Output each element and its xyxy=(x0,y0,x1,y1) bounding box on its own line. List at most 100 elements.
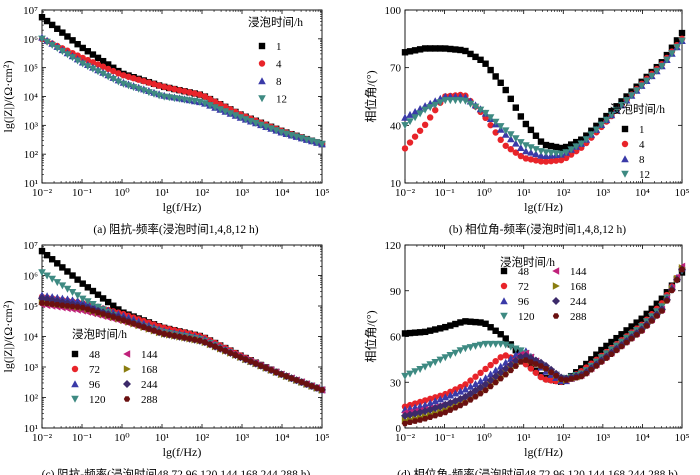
data-point xyxy=(588,367,595,373)
data-point xyxy=(522,120,530,128)
x-tick-label: 10³ xyxy=(235,432,250,444)
series-12 xyxy=(38,35,326,148)
data-point xyxy=(267,125,275,133)
legend-marker xyxy=(258,60,266,67)
legend-title: 浸泡时间/h xyxy=(610,102,665,116)
legend-label: 144 xyxy=(141,349,158,361)
panel-caption: (c) 阻抗-频率(浸泡时间48,72,96,120,144,168,244,2… xyxy=(42,467,311,475)
x-tick-label: 10⁻¹ xyxy=(72,187,92,199)
data-point xyxy=(416,329,424,336)
data-point xyxy=(642,77,651,85)
data-point xyxy=(231,112,240,120)
data-point xyxy=(653,300,661,307)
data-point xyxy=(472,373,479,380)
data-point xyxy=(441,354,450,362)
data-point xyxy=(211,98,219,105)
x-tick-label: 10³ xyxy=(596,187,611,199)
legend-label: 96 xyxy=(518,296,530,308)
legend-label: 244 xyxy=(141,379,158,391)
x-tick-label: 10¹ xyxy=(517,432,531,444)
x-tick-label: 10⁰ xyxy=(476,432,492,444)
x-axis-label: lg(f/Hz) xyxy=(524,200,563,214)
y-tick-label: 60 xyxy=(390,332,402,344)
data-point xyxy=(401,372,409,380)
data-point xyxy=(211,104,219,112)
data-point xyxy=(160,83,168,91)
data-point xyxy=(487,383,494,390)
data-point xyxy=(69,37,76,44)
data-point xyxy=(512,149,519,156)
data-point xyxy=(597,121,606,129)
series-72 xyxy=(401,266,686,410)
legend-label: 8 xyxy=(639,154,645,166)
y-tick-label: 10³ xyxy=(24,362,39,374)
data-point xyxy=(74,40,81,48)
data-point xyxy=(135,322,142,329)
legend-label: 1 xyxy=(276,41,282,53)
data-point xyxy=(246,118,255,126)
data-point xyxy=(416,110,424,118)
data-point xyxy=(89,51,97,58)
series-288 xyxy=(38,300,326,393)
data-point xyxy=(272,127,280,135)
data-point xyxy=(547,377,555,384)
data-point xyxy=(466,100,475,108)
data-point xyxy=(507,343,515,351)
data-point xyxy=(537,363,545,369)
data-point xyxy=(527,126,535,134)
y-tick-label: 120 xyxy=(385,240,402,252)
data-point xyxy=(247,358,254,365)
data-point xyxy=(411,47,419,54)
data-point xyxy=(206,102,214,110)
data-point xyxy=(461,345,470,353)
data-point xyxy=(633,319,640,326)
data-point xyxy=(69,272,76,279)
data-point xyxy=(512,345,520,353)
data-point xyxy=(462,318,469,325)
data-point xyxy=(578,136,585,143)
data-point xyxy=(593,351,600,358)
data-point xyxy=(89,287,97,295)
data-point xyxy=(267,367,275,373)
data-point xyxy=(58,282,67,290)
data-point xyxy=(125,73,132,80)
legend-marker xyxy=(500,297,508,305)
data-point xyxy=(668,287,676,294)
data-point xyxy=(602,116,611,124)
panel-caption: (a) 阻抗-频率(浸泡时间1,4,8,12 h) xyxy=(93,222,258,236)
data-point xyxy=(89,65,97,73)
data-point xyxy=(452,405,459,411)
data-point xyxy=(436,395,445,403)
legend-label: 48 xyxy=(89,349,101,361)
data-point xyxy=(145,326,153,332)
legend-label: 4 xyxy=(639,139,645,151)
data-point xyxy=(552,373,560,379)
legend: 浸泡时间/h 1 4 8 12 xyxy=(248,15,303,106)
data-point xyxy=(557,150,565,158)
data-point xyxy=(313,385,321,391)
data-point xyxy=(673,43,681,51)
data-point xyxy=(416,105,424,112)
data-point xyxy=(452,386,459,393)
data-point xyxy=(461,385,470,393)
data-point xyxy=(481,340,490,348)
x-tick-label: 10⁰ xyxy=(476,187,492,199)
data-point xyxy=(476,106,485,114)
plot-frame xyxy=(404,244,683,429)
y-tick-label: 10³ xyxy=(24,120,39,132)
legend-label: 48 xyxy=(518,266,530,278)
data-point xyxy=(482,365,489,373)
data-point xyxy=(623,93,630,100)
data-point xyxy=(43,17,51,25)
data-point xyxy=(293,377,300,383)
data-point xyxy=(622,97,631,105)
data-point xyxy=(486,114,495,122)
data-point xyxy=(104,73,112,81)
data-point xyxy=(527,359,535,365)
data-point xyxy=(38,300,46,306)
data-point xyxy=(217,345,224,352)
data-point xyxy=(145,79,153,86)
data-point xyxy=(497,375,504,382)
data-point xyxy=(115,70,122,77)
